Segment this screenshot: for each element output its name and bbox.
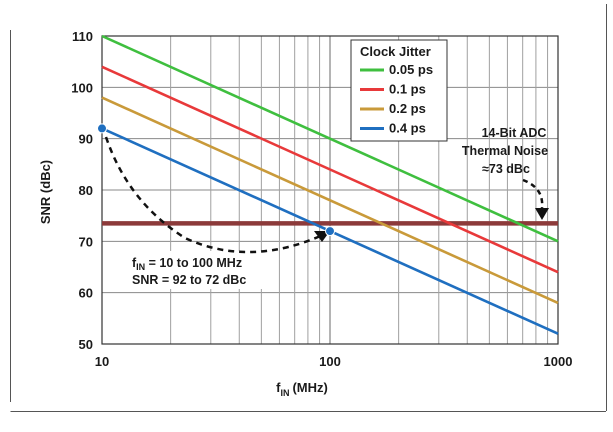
thermal-noise-label-line1: 14-Bit ADC: [482, 126, 547, 140]
legend-label: 0.1 ps: [389, 82, 426, 97]
range-annotation-line1: fIN = 10 to 100 MHz: [132, 256, 242, 272]
y-tick-label: 100: [71, 80, 93, 95]
chart-frame: 50 60 70 80 90 100 110 10 100 1000 fIN (MHz) SNR (…: [10, 2, 607, 412]
markers: [97, 123, 335, 237]
data-point-marker: [325, 226, 335, 237]
legend-items: 0.05 ps 0.1 ps 0.2 ps 0.4 ps: [360, 62, 433, 136]
range-annotation-line2: SNR = 92 to 72 dBc: [132, 273, 246, 287]
y-tick-label: 50: [79, 337, 93, 352]
snr-vs-fin-chart: 50 60 70 80 90 100 110 10 100 1000 fIN (MHz) SNR (…: [10, 4, 607, 412]
thermal-arrow-path: [522, 178, 544, 209]
range-annotation: fIN = 10 to 100 MHz SNR = 92 to 72 dBc: [128, 251, 266, 289]
y-tick-label: 80: [79, 183, 93, 198]
tick-labels: 50 60 70 80 90 100 110 10 100 1000: [71, 29, 572, 369]
series-line: [101, 96, 559, 305]
y-tick-label: 70: [79, 234, 93, 249]
y-tick-label: 90: [79, 132, 93, 147]
range-annotation-bg: [128, 251, 266, 289]
y-axis-label: SNR (dBc): [38, 160, 53, 224]
thermal-arrow-head: [535, 208, 549, 220]
legend-title: Clock Jitter: [360, 44, 431, 59]
data-point-marker: [97, 123, 107, 134]
thermal-noise-label-line3: ≈73 dBc: [482, 162, 530, 176]
x-tick-label: 1000: [544, 354, 573, 369]
legend-label: 0.4 ps: [389, 121, 426, 136]
plot-border: [101, 35, 559, 345]
thermal-noise-label-line2: Thermal Noise: [462, 144, 548, 158]
y-tick-label: 110: [72, 29, 93, 44]
legend: Clock Jitter 0.05 ps 0.1 ps 0.2 ps 0.4 ps: [350, 39, 448, 142]
x-tick-label: 100: [319, 354, 341, 369]
y-tick-label: 60: [79, 286, 93, 301]
legend-label: 0.2 ps: [389, 101, 426, 116]
series-line: [101, 65, 559, 274]
series-line: [101, 34, 559, 243]
x-axis-label: fIN (MHz): [276, 380, 328, 398]
legend-label: 0.05 ps: [389, 62, 433, 77]
grid: [101, 35, 559, 345]
x-tick-label: 10: [95, 354, 109, 369]
thermal-noise-label: 14-Bit ADC Thermal Noise ≈73 dBc: [462, 126, 548, 176]
